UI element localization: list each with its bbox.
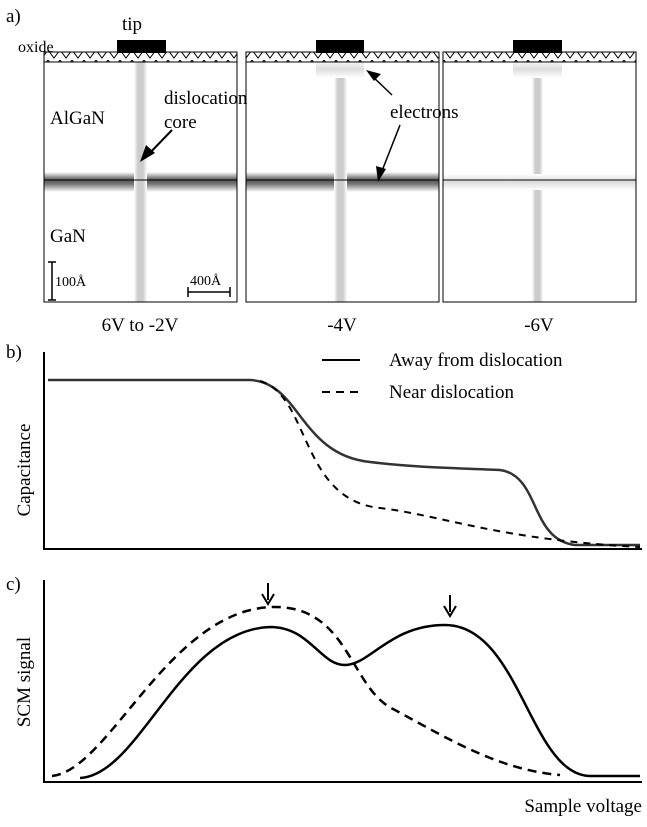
panel-c-plot <box>43 580 642 783</box>
layer-label: GaN <box>50 226 86 247</box>
panel-b-plot <box>43 352 642 550</box>
panel-label: b) <box>6 342 22 363</box>
legend-label: Near dislocation <box>389 382 515 403</box>
tip-label: tip <box>122 14 142 35</box>
core-label: core <box>164 112 197 133</box>
panel-label: c) <box>6 574 21 595</box>
caption: 6V to -2V <box>102 315 179 336</box>
electrons-label: electrons <box>390 102 459 123</box>
dislocation-label: dislocation <box>164 88 248 109</box>
panel-label: a) <box>6 6 21 27</box>
scale-label: 400Å <box>190 273 222 289</box>
y-axis-label: Capacitance <box>14 424 35 517</box>
caption: -6V <box>524 315 554 336</box>
layer-label: AlGaN <box>50 108 105 129</box>
y-axis-label: SCM signal <box>14 637 35 727</box>
panel-a-boxes <box>43 40 637 303</box>
x-axis-label: Sample voltage <box>524 796 642 817</box>
legend-label: Away from dislocation <box>389 350 563 371</box>
caption: -4V <box>327 315 357 336</box>
scale-label: 100Å <box>55 274 87 290</box>
